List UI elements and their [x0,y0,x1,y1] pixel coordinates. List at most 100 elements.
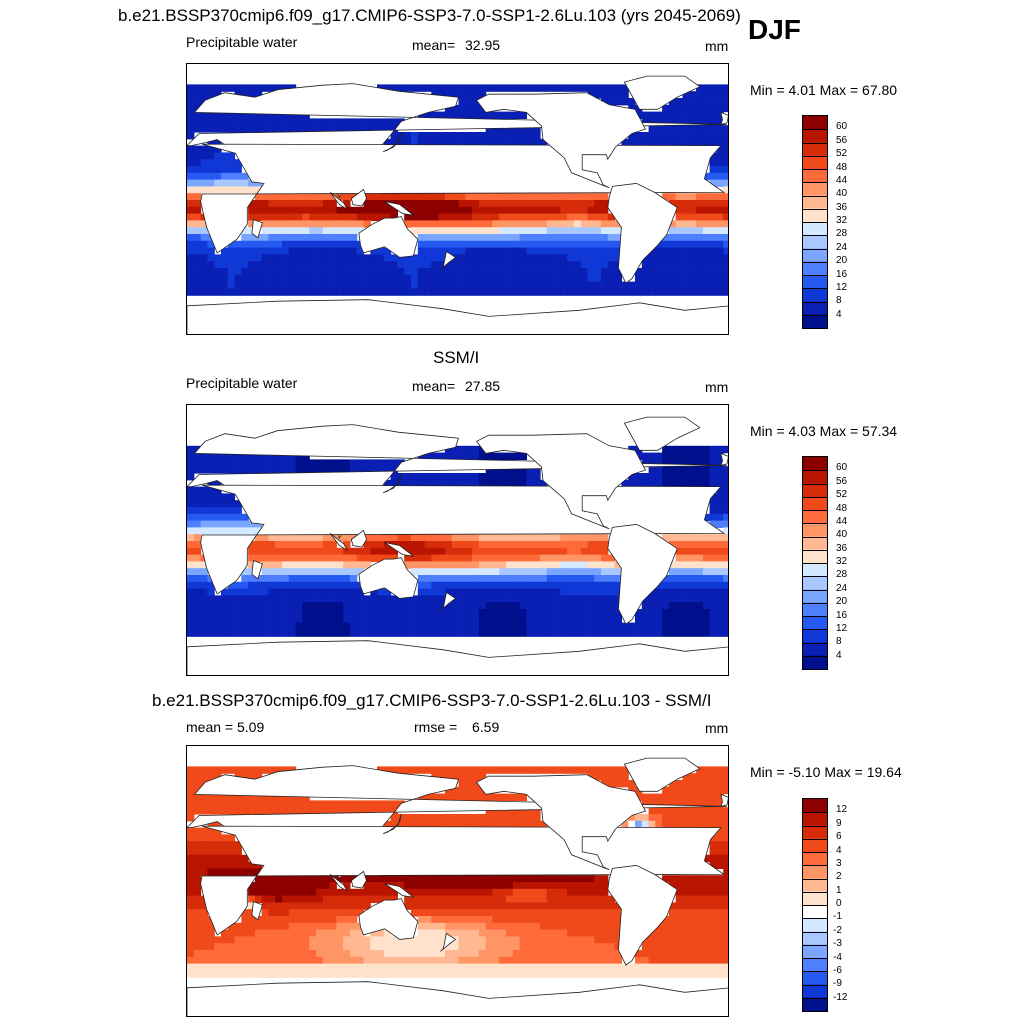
field-cell [567,288,575,296]
field-cell [485,814,494,822]
field-cell [288,554,297,562]
field-cell [512,882,521,890]
field-cell [207,773,215,781]
field-cell [533,609,541,617]
field-cell [404,268,412,276]
field-cell [187,274,195,283]
field-cell [424,240,432,249]
field-cell [478,200,487,208]
field-cell [485,766,494,774]
field-cell [282,970,290,978]
field-cell [512,193,521,201]
field-cell [214,848,222,856]
field-cell [709,118,717,126]
field-cell [302,125,310,133]
field-cell [723,268,728,276]
field-cell [648,466,656,474]
field-cell [716,609,724,617]
field-cell [587,227,595,235]
field-cell [546,281,555,289]
field-cell [668,281,677,289]
field-cell [614,950,622,958]
field-cell [458,773,466,781]
field-cell [499,206,507,215]
field-cell [268,281,276,289]
field-cell [648,929,656,937]
field-cell [227,793,236,801]
field-cell [641,814,650,822]
field-cell [444,268,453,276]
field-cell [594,234,602,242]
field-cell [648,800,656,808]
field-cell [689,609,697,617]
field-cell [295,568,303,576]
field-cell [424,963,432,971]
field-cell [336,227,344,235]
field-cell [377,875,385,883]
field-cell [682,261,690,269]
field-cell [567,922,575,931]
field-cell [689,615,697,624]
field-cell [648,615,656,624]
field-cell [519,288,527,296]
field-cell [668,445,677,454]
field-cell [614,98,622,106]
field-cell [390,466,398,474]
field-cell [478,916,487,924]
colorbar-tick-label: 56 [836,475,848,487]
field-cell [662,807,670,815]
field-cell [383,268,392,276]
field-cell [458,213,466,221]
field-cell [682,622,690,630]
field-cell [390,125,398,133]
field-cell [356,568,365,576]
field-cell [200,766,208,774]
field-cell [499,254,507,262]
field-cell [506,581,514,590]
field-cell [438,595,446,603]
field-cell [458,234,466,242]
field-cell [207,125,215,133]
field-cell [723,963,728,971]
field-cell [485,125,494,133]
field-cell [492,111,500,119]
field-cell [254,459,263,467]
field-cell [716,922,724,931]
field-cell [254,588,263,596]
field-cell [546,950,555,958]
field-cell [424,622,432,630]
field-cell [220,520,229,528]
field-cell [587,609,595,617]
field-cell [397,254,405,262]
field-cell [214,800,222,808]
field-cell [472,875,480,883]
field-cell [696,220,704,228]
field-cell [716,588,724,596]
field-cell [220,166,229,174]
field-cell [709,609,717,617]
field-cell [214,943,222,951]
field-cell [478,588,487,596]
field-cell [716,841,724,849]
field-cell [234,261,242,269]
field-cell [254,91,263,99]
field-cell [580,561,589,569]
field-cell [499,534,507,542]
field-cell [641,629,650,637]
field-cell [200,848,208,856]
field-cell [349,615,358,624]
field-cell [696,554,704,562]
field-cell [288,956,297,965]
field-cell [526,268,534,276]
field-cell [689,561,697,569]
field-cell [444,875,453,883]
field-cell [539,247,548,255]
field-cell [526,213,534,221]
field-cell [560,220,568,228]
field-cell [282,240,290,249]
field-cell [451,882,460,890]
field-cell [655,793,663,801]
field-cell [227,452,236,460]
field-cell [689,793,697,801]
field-cell [662,575,670,583]
